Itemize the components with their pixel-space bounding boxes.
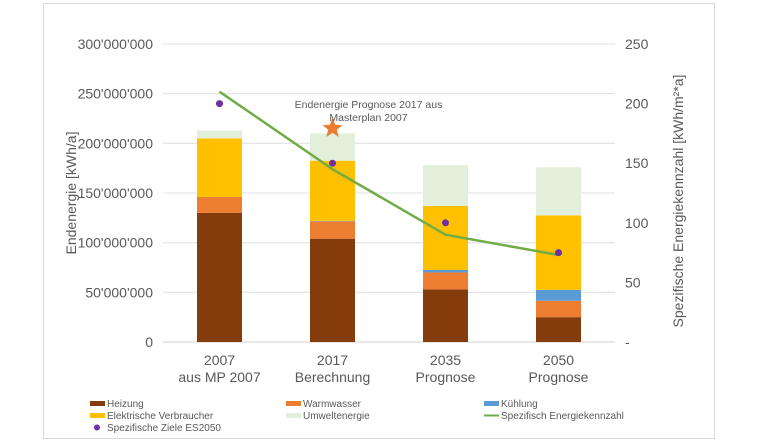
y-tick-label: 100'000'000 [78, 235, 154, 251]
y2-axis-label: Spezifische Energiekennzahl [kWh/m²*a] [670, 75, 686, 328]
bar-warmwasser [310, 221, 355, 239]
x-tick-label: Prognose [529, 369, 589, 385]
y-tick-label: 250'000'000 [78, 86, 154, 102]
bar-umweltenergie [423, 165, 468, 206]
bar-heizung [536, 317, 581, 342]
y2-tick-label: 200 [625, 96, 649, 112]
y2-tick-label: 250 [625, 36, 649, 52]
bar-warmwasser [197, 196, 242, 213]
bar-umweltenergie [310, 133, 355, 161]
y-tick-label: 0 [145, 334, 153, 350]
legend-label: Spezifische Ziele ES2050 [107, 423, 221, 434]
legend-label: Kühlung [501, 399, 538, 410]
bar-kühlung [423, 269, 468, 273]
target-point [442, 219, 449, 227]
bar-heizung [310, 238, 355, 342]
bar-elektrische-verbraucher [310, 160, 355, 221]
y-axis-label: Endenergie [kWh/a] [63, 132, 79, 255]
annotation-text: Endenergie Prognose 2017 aus [295, 99, 443, 111]
legend-swatch [484, 401, 499, 406]
x-tick-label: 2017 [317, 352, 348, 368]
x-tick-label: 2035 [430, 352, 461, 368]
legend-label: Elektrische Verbraucher [107, 411, 214, 422]
bar-warmwasser [536, 300, 581, 318]
star-marker [322, 117, 343, 137]
legend-swatch [94, 424, 100, 431]
y2-tick-label: 150 [625, 155, 649, 171]
y2-tick-label: 50 [625, 274, 641, 290]
y-tick-label: 200'000'000 [78, 135, 154, 151]
y2-tick-label: 100 [625, 215, 649, 231]
x-tick-label: 2050 [543, 352, 574, 368]
bar-umweltenergie [536, 167, 581, 216]
y-tick-label: 50'000'000 [85, 284, 153, 300]
y-tick-label: 150'000'000 [78, 185, 154, 201]
target-point [555, 249, 562, 257]
legend-swatch [286, 413, 301, 418]
target-point [329, 159, 336, 167]
bar-warmwasser [423, 272, 468, 290]
bar-heizung [197, 212, 242, 342]
y2-tick-label: - [625, 334, 630, 350]
line-spezifisch-energiekennzahl [218, 90, 559, 257]
x-tick-label: aus MP 2007 [178, 369, 260, 385]
legend-swatch [90, 401, 105, 406]
y-tick-label: 300'000'000 [78, 36, 154, 52]
legend-swatch [90, 413, 105, 418]
legend-label: Warmwasser [303, 399, 362, 410]
legend-label: Heizung [107, 399, 144, 410]
legend-swatch [286, 401, 301, 406]
chart-frame [43, 3, 715, 439]
target-point [216, 100, 223, 108]
bar-heizung [423, 289, 468, 342]
x-tick-label: 2007 [204, 352, 235, 368]
annotation-text: Masterplan 2007 [329, 112, 407, 124]
x-tick-label: Prognose [416, 369, 476, 385]
bar-elektrische-verbraucher [197, 138, 242, 197]
bar-kühlung [536, 289, 581, 301]
bar-umweltenergie [197, 130, 242, 139]
x-tick-label: Berechnung [295, 369, 371, 385]
legend-label: Umweltenergie [303, 411, 370, 422]
legend-label: Spezifisch Energiekennzahl [501, 411, 624, 422]
